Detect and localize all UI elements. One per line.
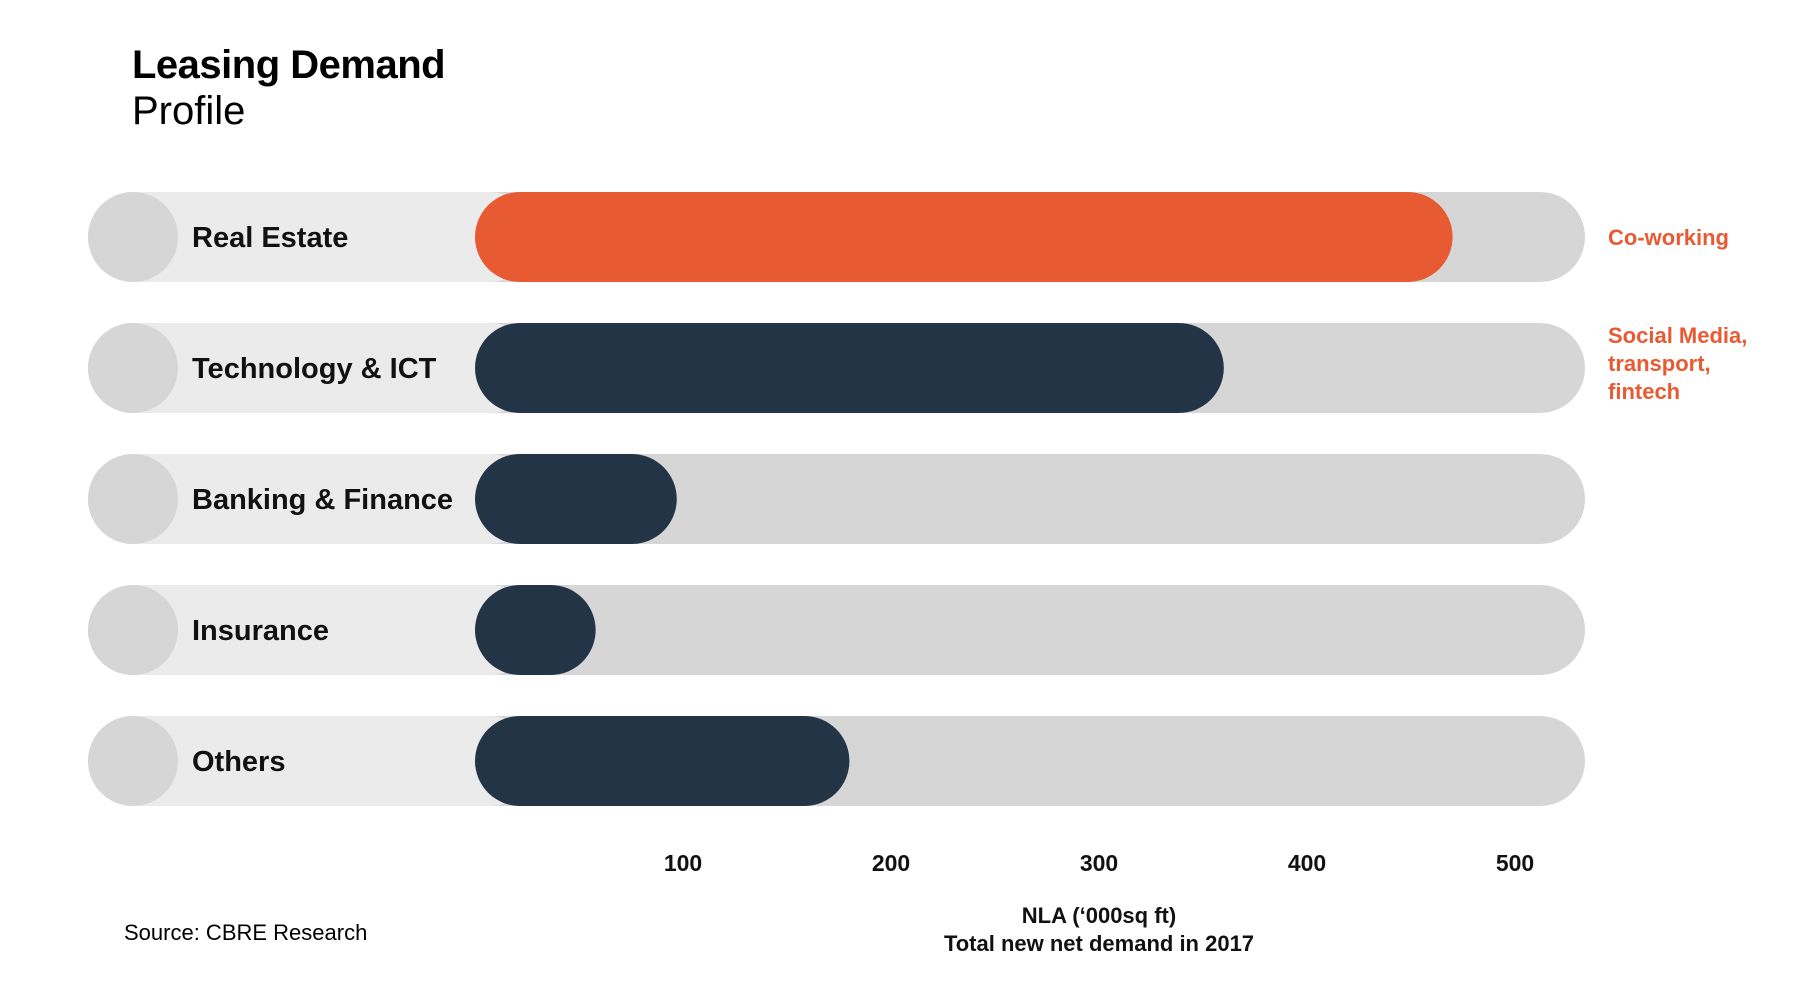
annotation-line: transport, [1608, 351, 1711, 376]
chart-subtitle: Profile [132, 89, 246, 133]
x-tick-label-300: 300 [1080, 850, 1118, 876]
title-block: Leasing Demand Profile [132, 42, 446, 134]
x-tick-label-100: 100 [664, 850, 702, 876]
annotation-technology-ict: Social Media, transport, fintech [1608, 323, 1747, 404]
row-circle-insurance [88, 585, 178, 675]
category-label-banking-finance: Banking & Finance [192, 484, 453, 516]
label-track-banking-finance [88, 454, 535, 544]
bar-insurance [475, 585, 596, 675]
label-track-insurance [88, 585, 535, 675]
chart-title: Leasing Demand [132, 43, 446, 87]
row-circle-technology-ict [88, 323, 178, 413]
x-tick-label-400: 400 [1288, 850, 1326, 876]
row-circle-others [88, 716, 178, 806]
annotation-real-estate: Co-working [1608, 225, 1729, 250]
row-circle-real-estate [88, 192, 178, 282]
category-label-technology-ict: Technology & ICT [192, 353, 437, 385]
bar-technology-ict [475, 323, 1224, 413]
label-track-real-estate [88, 192, 535, 282]
bar-others [475, 716, 850, 806]
source-note: Source: CBRE Research [124, 920, 368, 945]
x-axis-subtitle: Total new net demand in 2017 [944, 931, 1254, 956]
bar-banking-finance [475, 454, 677, 544]
x-axis-title: NLA (‘000sq ft) [1022, 903, 1176, 928]
label-track-technology-ict [88, 323, 535, 413]
x-tick-label-500: 500 [1496, 850, 1534, 876]
category-label-real-estate: Real Estate [192, 222, 348, 254]
category-label-others: Others [192, 746, 285, 778]
annotation-line: Co-working [1608, 225, 1729, 250]
annotation-line: Social Media, [1608, 323, 1747, 348]
row-circle-banking-finance [88, 454, 178, 544]
annotation-line: fintech [1608, 379, 1680, 404]
category-label-insurance: Insurance [192, 615, 329, 647]
label-track-others [88, 716, 535, 806]
bar-real-estate [475, 192, 1453, 282]
x-tick-label-200: 200 [872, 850, 910, 876]
